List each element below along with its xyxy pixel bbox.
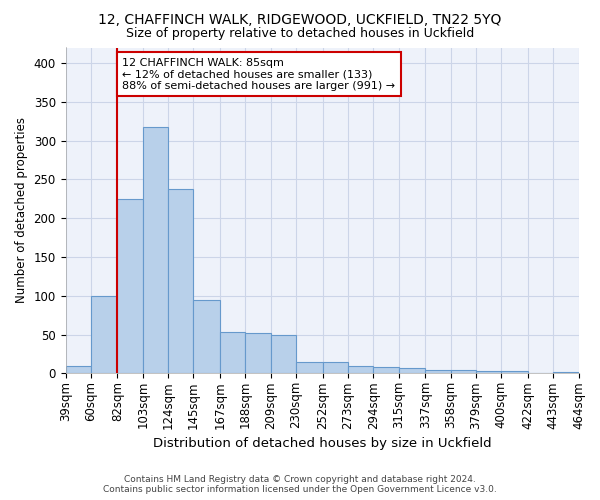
Bar [65,366,91,374]
Bar [398,368,425,374]
Bar [168,188,193,374]
Bar [143,126,168,374]
Bar [425,370,451,374]
Text: 12, CHAFFINCH WALK, RIDGEWOOD, UCKFIELD, TN22 5YQ: 12, CHAFFINCH WALK, RIDGEWOOD, UCKFIELD,… [98,12,502,26]
Text: Contains HM Land Registry data © Crown copyright and database right 2024.
Contai: Contains HM Land Registry data © Crown c… [103,474,497,494]
Bar [193,300,220,374]
Bar [271,334,296,374]
Y-axis label: Number of detached properties: Number of detached properties [15,118,28,304]
X-axis label: Distribution of detached houses by size in Uckfield: Distribution of detached houses by size … [153,437,491,450]
Text: Size of property relative to detached houses in Uckfield: Size of property relative to detached ho… [126,28,474,40]
Bar [323,362,348,374]
Bar [476,371,501,374]
Bar [91,296,118,374]
Bar [528,372,553,374]
Bar [373,367,398,374]
Bar [118,199,143,374]
Bar [348,366,373,374]
Bar [501,371,528,374]
Text: 12 CHAFFINCH WALK: 85sqm
← 12% of detached houses are smaller (133)
88% of semi-: 12 CHAFFINCH WALK: 85sqm ← 12% of detach… [122,58,395,91]
Bar [296,362,323,374]
Bar [245,333,271,374]
Bar [451,370,476,374]
Bar [220,332,245,374]
Bar [553,372,578,374]
